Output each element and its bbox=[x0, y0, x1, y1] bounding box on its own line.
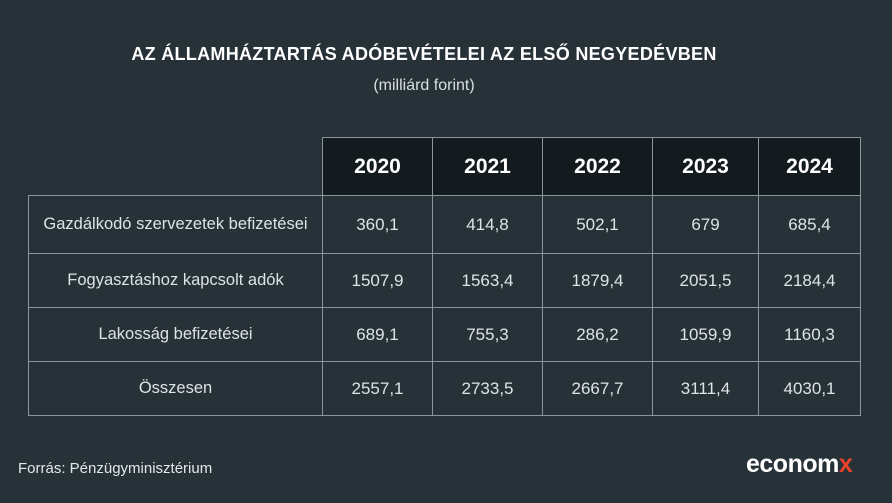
column-header-2020: 2020 bbox=[322, 137, 433, 196]
table-cell: 679 bbox=[652, 195, 759, 254]
table-cell: 1059,9 bbox=[652, 307, 759, 362]
table-cell: 685,4 bbox=[758, 195, 861, 254]
table-cell: 2557,1 bbox=[322, 361, 433, 416]
table-cell: 3111,4 bbox=[652, 361, 759, 416]
column-header-2023: 2023 bbox=[652, 137, 759, 196]
column-header-2024: 2024 bbox=[758, 137, 861, 196]
table-cell: 1563,4 bbox=[432, 253, 543, 308]
table-cell: 414,8 bbox=[432, 195, 543, 254]
chart-title: AZ ÁLLAMHÁZTARTÁS ADÓBEVÉTELEI AZ ELSŐ N… bbox=[131, 44, 717, 64]
column-header-2022: 2022 bbox=[542, 137, 653, 196]
row-label: Fogyasztáshoz kapcsolt adók bbox=[28, 253, 323, 308]
row-label: Összesen bbox=[28, 361, 323, 416]
table-cell: 2667,7 bbox=[542, 361, 653, 416]
table-cell: 689,1 bbox=[322, 307, 433, 362]
table-cell: 2733,5 bbox=[432, 361, 543, 416]
table-cell: 2051,5 bbox=[652, 253, 759, 308]
table-cell: 360,1 bbox=[322, 195, 433, 254]
table-cell: 1507,9 bbox=[322, 253, 433, 308]
table-cell: 4030,1 bbox=[758, 361, 861, 416]
data-table: 2020 2021 2022 2023 2024 Gazdálkodó szer… bbox=[28, 137, 861, 416]
table-cell: 286,2 bbox=[542, 307, 653, 362]
table-cell: 1879,4 bbox=[542, 253, 653, 308]
row-label: Lakosság befizetései bbox=[28, 307, 323, 362]
source-note: Forrás: Pénzügyminisztérium bbox=[18, 460, 213, 477]
table-row: Lakosság befizetései 689,1 755,3 286,2 1… bbox=[28, 307, 861, 362]
row-label: Gazdálkodó szervezetek befizetései bbox=[28, 195, 323, 254]
table-row: Fogyasztáshoz kapcsolt adók 1507,9 1563,… bbox=[28, 253, 861, 308]
table-row: Összesen 2557,1 2733,5 2667,7 3111,4 403… bbox=[28, 361, 861, 416]
chart-subtitle: (milliárd forint) bbox=[373, 77, 475, 94]
logo-accent: x bbox=[838, 450, 853, 478]
table-cell: 755,3 bbox=[432, 307, 543, 362]
logo-text: econom bbox=[746, 450, 839, 478]
corner-cell bbox=[28, 137, 323, 196]
table-row: Gazdálkodó szervezetek befizetései 360,1… bbox=[28, 195, 861, 254]
column-header-2021: 2021 bbox=[432, 137, 543, 196]
brand-logo: economx bbox=[746, 450, 853, 479]
table-cell: 2184,4 bbox=[758, 253, 861, 308]
header-row: 2020 2021 2022 2023 2024 bbox=[28, 137, 861, 196]
table-cell: 502,1 bbox=[542, 195, 653, 254]
table-cell: 1160,3 bbox=[758, 307, 861, 362]
